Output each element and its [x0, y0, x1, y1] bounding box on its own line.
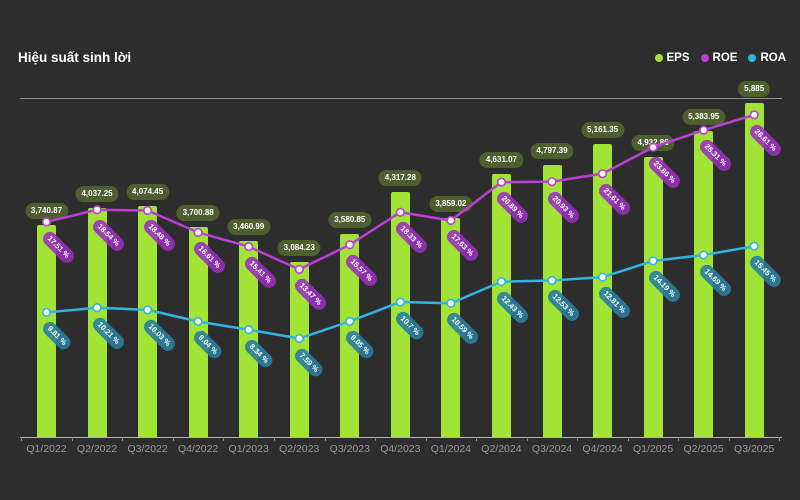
axis-tick: [273, 437, 275, 441]
roa-point[interactable]: [193, 316, 203, 327]
roe-point[interactable]: [92, 205, 102, 215]
roe-legend-dot-icon: [700, 54, 709, 62]
eps-value-label: 3,460.99: [227, 218, 271, 235]
legend-item-eps[interactable]: EPS: [654, 52, 690, 64]
x-axis-label: Q4/2023: [380, 443, 421, 455]
roe-point[interactable]: [193, 227, 203, 238]
roa-point[interactable]: [496, 277, 507, 287]
roe-point[interactable]: [244, 241, 254, 252]
axis-tick: [678, 437, 680, 441]
roa-point[interactable]: [395, 297, 405, 307]
eps-value-label: 5,161.35: [580, 122, 625, 139]
roa-point[interactable]: [41, 307, 52, 318]
x-axis-label: Q3/2022: [127, 443, 168, 455]
roe-point[interactable]: [294, 264, 304, 274]
axis-tick: [728, 437, 730, 441]
axis-tick: [21, 437, 23, 441]
roe-point[interactable]: [446, 215, 456, 226]
roa-point[interactable]: [648, 256, 658, 266]
x-axis-label: Q2/2024: [481, 443, 522, 455]
roe-point[interactable]: [547, 177, 557, 187]
roa-point[interactable]: [446, 298, 456, 308]
roe-line: [46, 113, 755, 271]
roe-point[interactable]: [345, 240, 355, 250]
axis-tick: [122, 437, 124, 441]
eps-value-label: 4,797.39: [530, 142, 574, 159]
eps-bar[interactable]: [239, 240, 259, 437]
top-gridline: [20, 98, 782, 99]
axis-tick: [476, 437, 478, 441]
roa-legend-dot-icon: [748, 54, 757, 62]
roa-point[interactable]: [143, 305, 153, 315]
eps-value-label: 4,631.07: [479, 152, 524, 169]
chart-legend: EPS ROE ROA: [654, 52, 786, 64]
roa-point[interactable]: [92, 303, 102, 313]
eps-value-label: 3,859.02: [429, 195, 473, 212]
x-axis-label: Q1/2022: [26, 443, 67, 455]
eps-value-label: 3,084.23: [277, 239, 321, 256]
x-axis-label: Q3/2025: [734, 443, 775, 455]
axis-tick: [324, 437, 326, 441]
roa-point[interactable]: [244, 325, 254, 335]
roe-point[interactable]: [395, 207, 405, 217]
x-axis-label: Q2/2023: [279, 443, 320, 455]
axis-tick: [627, 437, 629, 441]
eps-bar[interactable]: [694, 131, 714, 437]
eps-value-label: 3,740.87: [24, 202, 69, 219]
roa-point[interactable]: [699, 250, 709, 260]
legend-label-roe: ROE: [712, 52, 738, 64]
axis-tick: [526, 437, 528, 441]
eps-value-label: 4,317.28: [378, 169, 422, 186]
roa-point[interactable]: [597, 272, 608, 282]
axis-tick: [172, 437, 174, 441]
eps-value-label: 3,700.88: [176, 204, 220, 221]
roa-point[interactable]: [749, 241, 759, 251]
x-axis-label: Q4/2022: [177, 443, 219, 455]
eps-bar[interactable]: [643, 157, 663, 437]
x-axis-label: Q4/2024: [582, 443, 623, 455]
legend-label-roa: ROA: [760, 52, 786, 64]
eps-legend-dot-icon: [654, 54, 663, 62]
chart-title: Hiệu suất sinh lời: [18, 50, 132, 65]
eps-value-label: 4,074.45: [126, 183, 170, 200]
eps-value-label: 5,383.95: [682, 109, 726, 126]
x-axis-label: Q2/2022: [76, 443, 118, 455]
legend-item-roe[interactable]: ROE: [700, 52, 738, 64]
x-axis-label: Q2/2025: [683, 443, 724, 455]
roe-point[interactable]: [597, 169, 608, 179]
roe-point[interactable]: [496, 177, 507, 187]
legend-item-roa[interactable]: ROA: [748, 52, 786, 64]
roe-point[interactable]: [143, 205, 153, 216]
x-axis-label: Q1/2023: [228, 443, 269, 455]
eps-value-label: 3,580.85: [328, 211, 372, 228]
eps-bar[interactable]: [441, 217, 461, 437]
axis-tick: [425, 437, 427, 441]
eps-value-label: 4,037.25: [75, 185, 119, 202]
roe-point[interactable]: [699, 125, 709, 135]
axis-tick: [223, 437, 225, 441]
x-axis-line: [20, 437, 782, 438]
roa-point[interactable]: [547, 275, 557, 286]
axis-tick: [779, 437, 781, 441]
x-axis-label: Q1/2025: [632, 443, 674, 455]
roa-point[interactable]: [294, 333, 304, 344]
roa-point[interactable]: [345, 316, 355, 326]
x-axis-label: Q1/2024: [430, 443, 472, 455]
legend-label-eps: EPS: [666, 52, 690, 64]
roe-point[interactable]: [648, 142, 658, 152]
roe-point[interactable]: [41, 217, 52, 227]
axis-tick: [71, 437, 73, 441]
x-axis-label: Q3/2023: [329, 443, 370, 455]
x-axis-label: Q3/2024: [531, 443, 573, 455]
axis-tick: [375, 437, 377, 441]
axis-tick: [577, 437, 579, 441]
eps-value-label: 5,885: [738, 81, 771, 97]
roe-point[interactable]: [749, 110, 759, 120]
